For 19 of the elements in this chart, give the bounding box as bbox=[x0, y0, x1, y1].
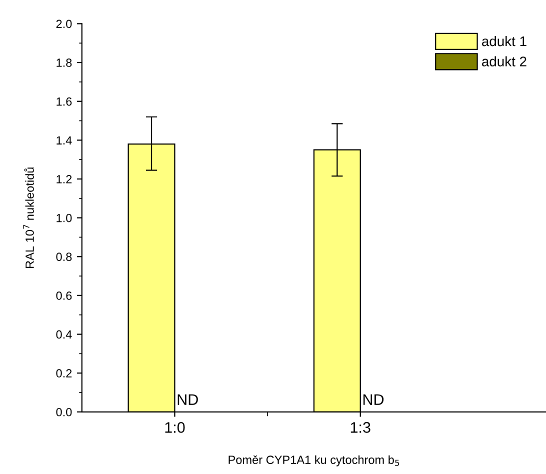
legend-label: adukt 2 bbox=[482, 56, 526, 66]
y-tick-label: 1.6 bbox=[56, 97, 72, 106]
legend-label: adukt 1 bbox=[482, 36, 526, 46]
text: ND bbox=[363, 394, 384, 405]
text: ND bbox=[178, 394, 198, 405]
y-tick-label: 0.8 bbox=[56, 252, 72, 262]
x-tick-label: 1:3 bbox=[350, 422, 370, 433]
y-tick-label: 0.4 bbox=[56, 330, 72, 339]
y-tick-label: 1.2 bbox=[56, 175, 72, 184]
y-tick-label: 0.0 bbox=[56, 408, 72, 416]
y-tick-label: 0.2 bbox=[56, 369, 72, 378]
y-tick-label: 0.6 bbox=[56, 291, 72, 300]
y-tick-label: 1.8 bbox=[56, 58, 72, 67]
y-tick-label: 1.0 bbox=[56, 214, 72, 222]
x-tick-label: 1:0 bbox=[165, 422, 185, 433]
y-tick-label: 2.0 bbox=[56, 20, 72, 28]
y-tick-label: 1.4 bbox=[56, 136, 72, 144]
y-axis-title: RAL 10$^{7}$ nukleotidů bbox=[23, 168, 34, 268]
x-axis-title: Poměr CYP1A1 ku cytochrom b$_{5}$ bbox=[228, 455, 400, 466]
